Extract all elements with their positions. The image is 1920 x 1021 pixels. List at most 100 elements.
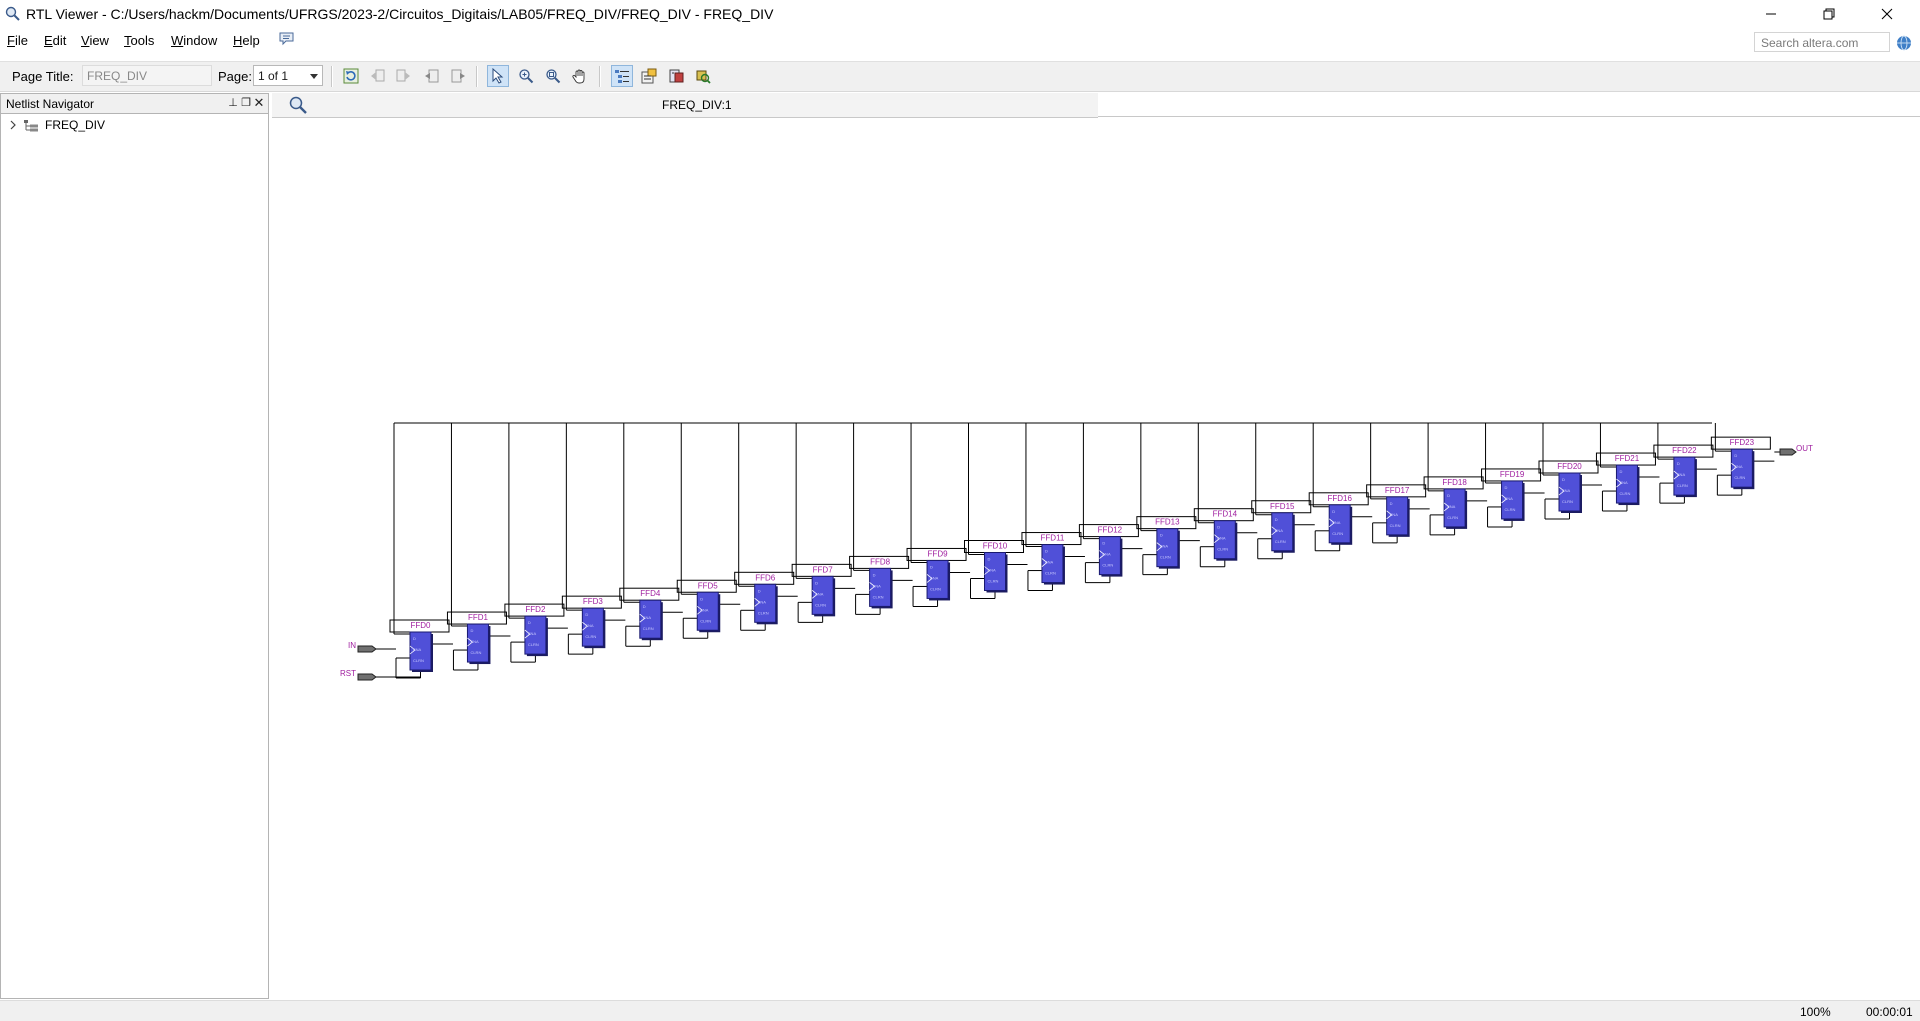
- status-bar: 100% 00:00:01: [0, 1000, 1920, 1021]
- close-panel-icon[interactable]: ✕: [253, 95, 265, 110]
- search-box[interactable]: [1754, 32, 1890, 52]
- chevron-down-icon: [310, 74, 318, 79]
- globe-icon[interactable]: [1896, 35, 1912, 51]
- toolbar: Page Title: FREQ_DIV Page: 1 of 1: [0, 61, 1920, 92]
- report-button[interactable]: [665, 65, 687, 87]
- technology-map-viewer-button[interactable]: [692, 65, 714, 87]
- minimize-button[interactable]: [1742, 0, 1800, 28]
- pin-label: D: [1619, 469, 1622, 474]
- flipflop-label-ffd0: FFD0: [411, 621, 432, 630]
- menu-file[interactable]: File: [7, 33, 28, 48]
- flipflop-label-ffd21: FFD21: [1615, 454, 1640, 463]
- menu-view[interactable]: View: [81, 33, 109, 48]
- pin-label: CLRN: [988, 579, 999, 584]
- pin-label: ENA: [1102, 552, 1111, 557]
- properties-button[interactable]: [638, 65, 660, 87]
- schematic-drawing[interactable]: D ENA CLRN FFD0 D ENA CLRN FFD1 D ENA CLRN FFD2 D ENA…: [272, 93, 1920, 999]
- tab-bar-divider: [1098, 116, 1920, 117]
- flipflop-block: [1615, 464, 1638, 504]
- flipflop-label-ffd12: FFD12: [1098, 526, 1123, 535]
- netlist-navigator-toggle-button[interactable]: [611, 65, 633, 87]
- flipflop-label-ffd1: FFD1: [468, 613, 489, 622]
- flipflop-block: [639, 599, 662, 639]
- pin-label: D: [1447, 493, 1450, 498]
- flipflop-label-ffd23: FFD23: [1730, 438, 1755, 447]
- flipflop-block: [926, 559, 949, 599]
- zoom-in-icon: [519, 69, 534, 84]
- close-button[interactable]: [1858, 0, 1916, 28]
- hierarchy-icon: [24, 119, 38, 131]
- page-title-label: Page Title:: [12, 69, 74, 84]
- clock-triangle-icon: [1156, 542, 1163, 551]
- pin-label: CLRN: [873, 594, 884, 599]
- back-button[interactable]: [367, 65, 389, 87]
- pin-label: ENA: [643, 615, 652, 620]
- pin-label: ENA: [988, 568, 997, 573]
- clock-triangle-icon: [1443, 502, 1450, 512]
- menu-help[interactable]: Help: [233, 33, 260, 48]
- search-input[interactable]: [1759, 34, 1889, 52]
- clock-triangle-icon: [1099, 550, 1106, 559]
- page-select[interactable]: 1 of 1: [253, 65, 323, 86]
- forward-button[interactable]: [392, 65, 414, 87]
- clock-triangle-icon: [926, 574, 933, 583]
- menu-window[interactable]: Window: [171, 33, 218, 48]
- chip-search-icon: [696, 70, 711, 84]
- rtl-viewer-tab-icon: [289, 96, 307, 114]
- canvas-tab-label: FREQ_DIV:1: [662, 98, 732, 112]
- zoom-in-button[interactable]: [515, 65, 537, 87]
- feedback-icon[interactable]: [279, 32, 294, 46]
- pin-label: D: [1390, 501, 1393, 506]
- toolbar-separator: [599, 66, 601, 87]
- menu-edit[interactable]: Edit: [44, 33, 67, 48]
- restore-button[interactable]: [1800, 0, 1858, 28]
- pin-label: ENA: [1619, 480, 1628, 485]
- pin-label: ENA: [1447, 504, 1456, 509]
- flipflop-label-ffd7: FFD7: [813, 565, 834, 574]
- clock-triangle-icon: [582, 621, 588, 631]
- tree-item-freq-div[interactable]: FREQ_DIV: [9, 117, 105, 133]
- hand-tool-button[interactable]: [569, 65, 591, 87]
- schematic-canvas[interactable]: D ENA CLRN FFD0 D ENA CLRN FFD1 D ENA CLRN FFD2 D ENA…: [272, 93, 1920, 999]
- output-pin-out: [1779, 448, 1797, 456]
- pin-label: ENA: [1332, 520, 1341, 525]
- refresh-button[interactable]: [340, 65, 362, 87]
- selection-tool-button[interactable]: [487, 65, 509, 87]
- rtl-viewer-app-icon: [5, 6, 20, 21]
- flipflop-block: [754, 583, 777, 623]
- pin-label: CLRN: [700, 618, 711, 623]
- page-label: Page:: [218, 69, 252, 84]
- flipflop-block: [811, 575, 834, 615]
- flipflop-label-ffd13: FFD13: [1155, 518, 1180, 527]
- pin-label: D: [1734, 453, 1737, 458]
- previous-page-icon: [425, 69, 439, 83]
- float-window-icon[interactable]: ❐: [241, 97, 251, 109]
- flipflop-label-ffd16: FFD16: [1327, 494, 1352, 503]
- page-select-value: 1 of 1: [258, 69, 289, 83]
- clock-triangle-icon: [1386, 510, 1393, 520]
- previous-page-button[interactable]: [421, 65, 443, 87]
- clock-triangle-icon: [1731, 462, 1737, 472]
- clock-triangle-icon: [1616, 478, 1623, 488]
- clock-triangle-icon: [1558, 486, 1565, 496]
- pin-label: ENA: [1390, 512, 1399, 517]
- tab-freq-div-1[interactable]: FREQ_DIV:1: [272, 93, 1098, 118]
- pin-icon[interactable]: ⊥: [228, 97, 238, 109]
- flipflop-block: [524, 615, 547, 655]
- flipflop-block: [1271, 512, 1294, 552]
- next-page-button[interactable]: [447, 65, 469, 87]
- pin-label: CLRN: [1734, 475, 1745, 480]
- fit-in-window-button[interactable]: [542, 65, 564, 87]
- pin-label: D: [1102, 541, 1105, 546]
- menu-tools[interactable]: Tools: [124, 33, 155, 48]
- input-label-in: IN: [348, 641, 356, 650]
- pin-label: D: [930, 564, 933, 569]
- hand-icon: [572, 69, 585, 84]
- flipflop-label-ffd3: FFD3: [583, 597, 604, 606]
- pin-label: ENA: [873, 583, 882, 588]
- pin-label: ENA: [1217, 536, 1226, 541]
- chevron-right-icon[interactable]: [9, 120, 17, 130]
- pin-label: CLRN: [1677, 483, 1688, 488]
- pin-label: CLRN: [1390, 523, 1401, 528]
- back-arrow-icon: [371, 69, 385, 82]
